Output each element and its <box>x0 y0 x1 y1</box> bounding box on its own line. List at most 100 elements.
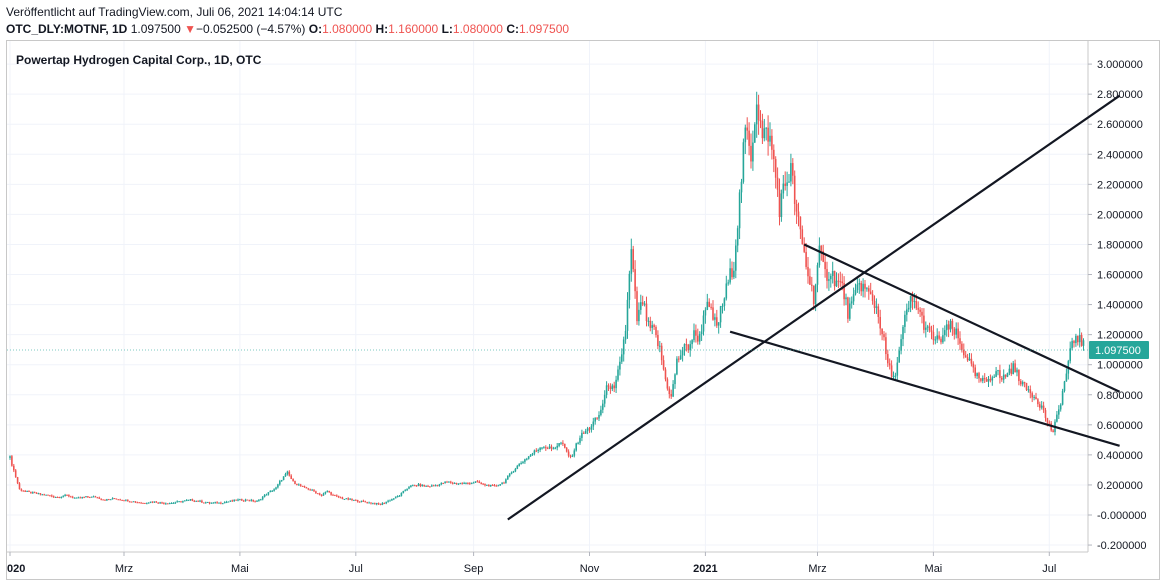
candle-body <box>983 377 986 380</box>
candle-body <box>945 324 948 331</box>
candle-body <box>926 326 929 328</box>
candle-body <box>159 502 161 504</box>
candle-body <box>440 483 443 485</box>
candle-body <box>417 483 420 486</box>
y-tick-label: 2.800000 <box>1097 89 1143 101</box>
candle-body <box>470 482 473 484</box>
candle-body <box>52 496 55 498</box>
close-label: C: <box>506 22 519 36</box>
candle-body <box>54 496 57 498</box>
candle-body <box>877 306 880 317</box>
candle-body <box>345 498 348 500</box>
candle-body <box>947 324 950 330</box>
candle-body <box>389 500 391 502</box>
trendlines[interactable] <box>507 94 1121 521</box>
candle-body <box>512 471 515 473</box>
candle-body <box>166 503 169 505</box>
y-tick-label: 2.600000 <box>1097 119 1143 131</box>
candle-body <box>241 499 243 501</box>
candle-body <box>567 451 570 456</box>
candle-body <box>1002 374 1005 380</box>
candle-body <box>839 281 842 283</box>
candle-body <box>396 496 399 498</box>
candle-body <box>649 320 652 328</box>
candle-body <box>315 491 317 494</box>
trendline-rising-support[interactable] <box>507 94 1121 521</box>
candle-body <box>1037 399 1039 405</box>
candle-body <box>47 494 49 496</box>
candle-body <box>1021 382 1024 385</box>
candle-body <box>953 328 956 335</box>
candle-body <box>894 375 897 377</box>
candle-body <box>645 303 648 321</box>
candle-body <box>1008 368 1011 373</box>
candle-body <box>883 334 885 338</box>
candle-body <box>463 483 465 485</box>
candle-body <box>666 379 669 389</box>
candle-body <box>750 145 752 162</box>
candle-body <box>721 305 724 307</box>
candle-body <box>923 315 925 330</box>
candle-body <box>404 490 406 492</box>
candle-body <box>505 479 507 484</box>
candle-body <box>391 499 393 501</box>
candle-body <box>151 501 154 503</box>
y-tick-label: 2.000000 <box>1097 209 1143 221</box>
trendline-falling-support[interactable] <box>729 330 1120 447</box>
candle-body <box>474 481 477 483</box>
candle-body <box>716 317 718 326</box>
candle-body <box>1010 368 1013 374</box>
candle-body <box>60 496 63 498</box>
candle-body <box>467 482 469 484</box>
candle-body <box>936 335 938 340</box>
y-tick-label: -0.200000 <box>1097 540 1147 552</box>
candle-body <box>854 290 857 295</box>
candle-body <box>641 302 644 305</box>
candle-body <box>1023 382 1026 384</box>
candle-body <box>1014 363 1016 373</box>
candle-body <box>62 496 64 498</box>
candle-body <box>187 499 190 501</box>
candle-body <box>410 485 412 488</box>
candle-body <box>220 502 222 504</box>
candle-body <box>531 453 534 455</box>
candle-body <box>377 503 380 505</box>
candle-body <box>343 498 346 500</box>
candle-body <box>717 322 720 326</box>
candle-body <box>949 320 952 330</box>
candle-body <box>714 317 716 320</box>
candle-body <box>421 484 424 487</box>
candle-body <box>286 471 289 474</box>
candle-body <box>349 498 351 500</box>
candle-body <box>35 492 38 494</box>
candle-body <box>887 354 889 364</box>
candle-body <box>651 325 653 328</box>
candle-body <box>136 502 139 504</box>
candle-body <box>999 370 1001 378</box>
candle-body <box>434 485 437 487</box>
candle-body <box>755 104 758 125</box>
candle-body <box>640 302 642 310</box>
candle-body <box>520 463 522 465</box>
candles <box>9 91 1085 506</box>
candle-body <box>1020 381 1022 385</box>
x-tick-label: Jul <box>349 563 363 575</box>
candle-body <box>744 127 747 143</box>
candle-body <box>121 499 123 501</box>
candle-body <box>193 500 196 502</box>
low-value: 1.080000 <box>452 22 503 36</box>
candle-body <box>185 500 188 502</box>
candle-body <box>208 501 211 504</box>
candle-body <box>862 283 864 292</box>
candle-body <box>242 500 245 502</box>
candle-body <box>868 288 870 292</box>
trendline-falling-resistance[interactable] <box>803 243 1121 393</box>
candle-body <box>1065 373 1068 382</box>
candle-body <box>911 296 914 302</box>
candle-body <box>586 428 589 432</box>
candle-body <box>332 494 334 496</box>
candle-body <box>881 328 883 335</box>
candle-body <box>307 488 310 490</box>
candle-body <box>659 345 661 347</box>
